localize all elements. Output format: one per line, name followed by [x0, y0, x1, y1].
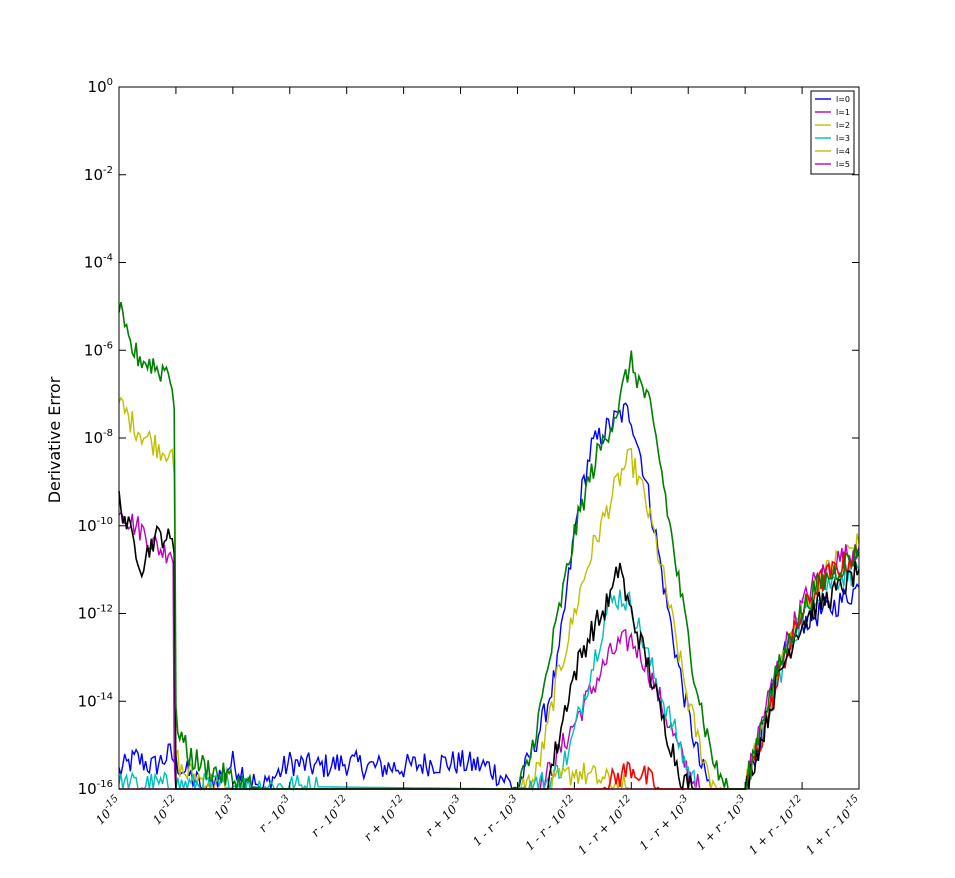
x-tick-label-group: 10-12 — [148, 793, 182, 827]
legend-box — [810, 90, 855, 175]
y-tick-label: 10-8 — [84, 428, 113, 447]
legend-label: l=4 — [836, 147, 850, 156]
x-tick-label: 1 + r - 10-15 — [801, 793, 865, 857]
plot-frame — [118, 86, 860, 790]
y-tick-label: 10-14 — [78, 691, 113, 710]
y-tick-label: 10-2 — [84, 165, 113, 184]
x-tick-label-group: 1 + r - 10-12 — [744, 793, 808, 857]
unlabeled-curve-2 — [118, 301, 860, 791]
x-tick-label-group: r + 10-12 — [359, 793, 410, 844]
x-tick-label: r + 10-12 — [359, 793, 410, 844]
y-tick-label: 10-6 — [84, 340, 113, 359]
series-line-l=4 — [119, 533, 860, 791]
series-layer — [118, 301, 860, 792]
x-tick-label: 10-15 — [91, 793, 125, 827]
x-tick-label-group: 1 + r - 10-15 — [801, 793, 865, 857]
y-tick-label: 10-10 — [78, 516, 113, 535]
x-tick-label: 1 - r - 10-3 — [468, 793, 524, 849]
legend-label: l=0 — [836, 95, 850, 104]
x-tick-label-group: r + 10-3 — [420, 793, 466, 839]
x-tick-label-group: 1 - r + 10-3 — [634, 793, 694, 853]
x-tick-label-group: 1 - r - 10-3 — [468, 793, 524, 849]
series-line-l=5 — [119, 544, 860, 790]
x-tick-label: r - 10-12 — [306, 793, 353, 840]
x-tick-label-group: 1 - r + 10-12 — [573, 793, 637, 857]
legend: l=0 l=1 l=2 l=3 l=4 l=5 — [810, 90, 855, 175]
y-tick-label: 10-4 — [84, 253, 113, 272]
legend-label: l=1 — [836, 108, 850, 117]
legend-label: l=3 — [836, 134, 850, 143]
x-tick-label-group: 10-3 — [209, 793, 239, 823]
x-tick-label: 10-12 — [148, 793, 182, 827]
x-tick-label-group: 10-15 — [91, 793, 125, 827]
series-line-l=3 — [118, 560, 860, 792]
series-line-l=2 — [118, 396, 723, 792]
y-tick-label: 100 — [88, 77, 113, 96]
x-tick-label: 1 - r + 10-12 — [573, 793, 637, 857]
y-axis-title: Derivative Error — [45, 376, 64, 503]
x-axis: 10-15 10-12 10-3 r - 10-3r - 10-12r + 10-12… — [91, 87, 865, 858]
x-tick-label: 1 + r - 10-3 — [691, 793, 751, 853]
x-tick-label: 1 - r - 10-12 — [520, 793, 580, 853]
x-tick-label-group: r - 10-3 — [254, 793, 296, 835]
legend-label: l=5 — [836, 160, 850, 169]
y-tick-label: 10-12 — [78, 604, 113, 623]
x-tick-label-group: r - 10-12 — [306, 793, 353, 840]
y-tick-label: 10-16 — [78, 779, 113, 798]
x-tick-label-group: 1 - r - 10-12 — [520, 793, 580, 853]
series-line-l=0 — [118, 402, 860, 791]
x-tick-label: 1 + r - 10-12 — [744, 793, 808, 857]
unlabeled-curve-1 — [118, 490, 860, 791]
x-tick-label: 10-3 — [209, 793, 239, 823]
x-tick-label: r - 10-3 — [254, 793, 296, 835]
y-axis: 100 10-2 10-4 10-6 10-8 10-10 10-12 10-14 10-16 — [78, 77, 859, 798]
x-tick-label-group: 1 + r - 10-3 — [691, 793, 751, 853]
legend-label: l=2 — [836, 121, 850, 130]
series-line-l=1 — [118, 511, 701, 790]
x-tick-label: 1 - r + 10-3 — [634, 793, 694, 853]
x-tick-label: r + 10-3 — [420, 793, 466, 839]
